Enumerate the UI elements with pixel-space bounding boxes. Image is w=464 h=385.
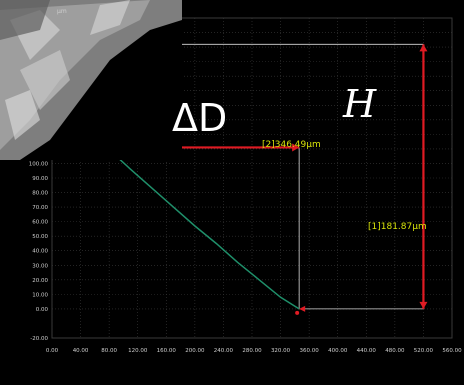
- x-tick-label: 0.00: [46, 348, 59, 354]
- end-point-dot: [295, 310, 300, 315]
- x-tick-label: 440.00: [357, 348, 377, 354]
- y-tick-label: 10.00: [32, 292, 48, 298]
- y-tick-label: 90.00: [32, 176, 48, 182]
- x-tick-label: 320.00: [271, 348, 291, 354]
- x-tick-label: 520.00: [414, 348, 434, 354]
- x-tick-labels: 0.00 40.00 80.00 120.00 160.00 200.00 240.00 28…: [46, 348, 462, 354]
- x-tick-label: 160.00: [157, 348, 177, 354]
- sample-photo-inset: [0, 0, 182, 160]
- end-marker: [299, 305, 306, 312]
- y-tick-label: 20.00: [32, 278, 48, 284]
- x-tick-label: 400.00: [328, 348, 348, 354]
- x-tick-label: 200.00: [185, 348, 205, 354]
- y-tick-label: -20.00: [30, 336, 48, 342]
- height-h-label: H: [343, 82, 377, 126]
- y-tick-label: 80.00: [32, 191, 48, 197]
- x-tick-label: 480.00: [385, 348, 405, 354]
- y-tick-label: 70.00: [32, 205, 48, 211]
- y-tick-label: 30.00: [32, 263, 48, 269]
- x-tick-label: 40.00: [73, 348, 89, 354]
- x-tick-label: 120.00: [128, 348, 148, 354]
- x-tick-label: 80.00: [101, 348, 117, 354]
- x-tick-label: 560.00: [442, 348, 462, 354]
- height-arrow-top: [419, 44, 428, 52]
- y-tick-label: 100.00: [29, 161, 49, 167]
- y-tick-label: 50.00: [32, 234, 48, 240]
- width-measurement-label: [2]346.49μm: [262, 140, 321, 150]
- x-tick-label: 240.00: [214, 348, 234, 354]
- height-measurement-label: [1]181.87μm: [368, 222, 427, 232]
- y-axis-unit-label: μm: [57, 8, 67, 15]
- height-arrow-bottom: [419, 301, 428, 309]
- x-tick-label: 280.00: [242, 348, 262, 354]
- y-tick-label: 60.00: [32, 220, 48, 226]
- delta-d-label: ΔD: [172, 96, 228, 140]
- width-arrow-right: [292, 143, 300, 152]
- y-tick-label: 0.00: [36, 307, 49, 313]
- x-tick-label: 360.00: [300, 348, 320, 354]
- y-tick-label: 40.00: [32, 249, 48, 255]
